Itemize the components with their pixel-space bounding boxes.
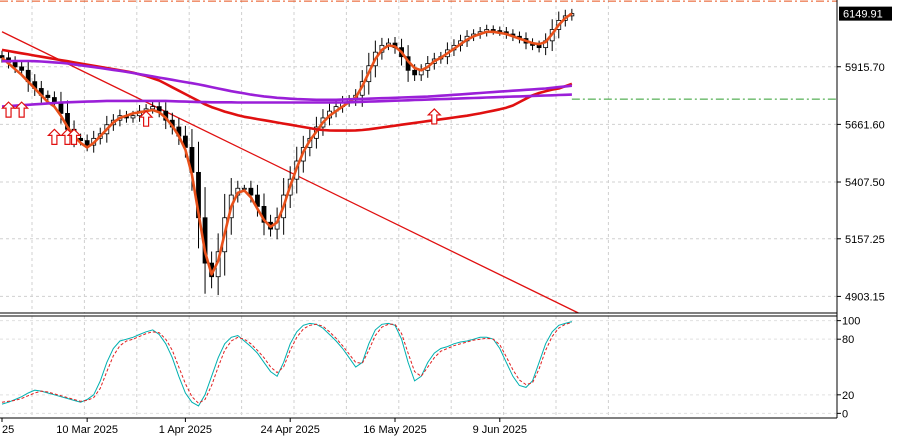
grid	[0, 0, 837, 418]
price-tick-label: 5157.25	[845, 234, 885, 246]
candle-body	[45, 94, 51, 98]
moving-average-line	[1, 93, 572, 108]
oscillator-pane	[1, 321, 573, 407]
axes	[0, 0, 838, 419]
candle-body	[412, 69, 418, 76]
date-tick-label: 1 Apr 2025	[159, 424, 212, 436]
price-tick-label: 5661.60	[845, 119, 885, 131]
buy-signal-arrow	[426, 108, 442, 125]
last-price-tag	[839, 6, 892, 21]
date-tick-label: 24 Apr 2025	[261, 424, 320, 436]
price-tick-label: 5915.70	[845, 62, 885, 74]
buy-signal-arrow	[1, 101, 16, 118]
moving-average-line	[2, 59, 573, 102]
stochastic-line	[1, 322, 573, 404]
price-tick-label: 5407.50	[845, 177, 885, 189]
oscillator-tick-label: 80	[842, 334, 854, 346]
stochastic-line	[1, 321, 573, 407]
oscillator-tick-label: 0	[842, 408, 848, 420]
oscillator-tick-label: 100	[842, 316, 860, 328]
candle-body	[490, 29, 496, 32]
candle-body	[150, 106, 156, 110]
last-price-label: 6149.91	[843, 9, 883, 21]
price-tick-label: 4903.15	[845, 291, 885, 303]
oscillator-tick-label: 20	[842, 390, 854, 402]
axis-labels: 5915.70 5661.60 5407.50 5157.25 4903.15 6149.…	[1, 6, 892, 436]
date-tick-label: 16 May 2025	[363, 424, 427, 436]
candle-body	[12, 61, 18, 68]
candle-body	[248, 187, 254, 196]
date-tick-label: 25	[2, 424, 14, 436]
price-pane	[0, 0, 837, 314]
moving-average-line	[1, 12, 573, 276]
candle-body	[536, 44, 542, 49]
buy-signal-arrow	[138, 110, 154, 127]
candle-body	[84, 140, 90, 146]
buy-signal-arrow	[66, 128, 82, 145]
buy-signal-arrow	[46, 128, 62, 145]
candle-body	[130, 115, 136, 119]
candle-body	[52, 97, 57, 103]
date-tick-label: 10 Mar 2025	[56, 424, 118, 436]
buy-signal-arrow	[14, 101, 30, 118]
candle-body	[241, 187, 247, 190]
candle-body	[19, 66, 25, 71]
date-tick-label: 9 Jun 2025	[473, 424, 527, 436]
